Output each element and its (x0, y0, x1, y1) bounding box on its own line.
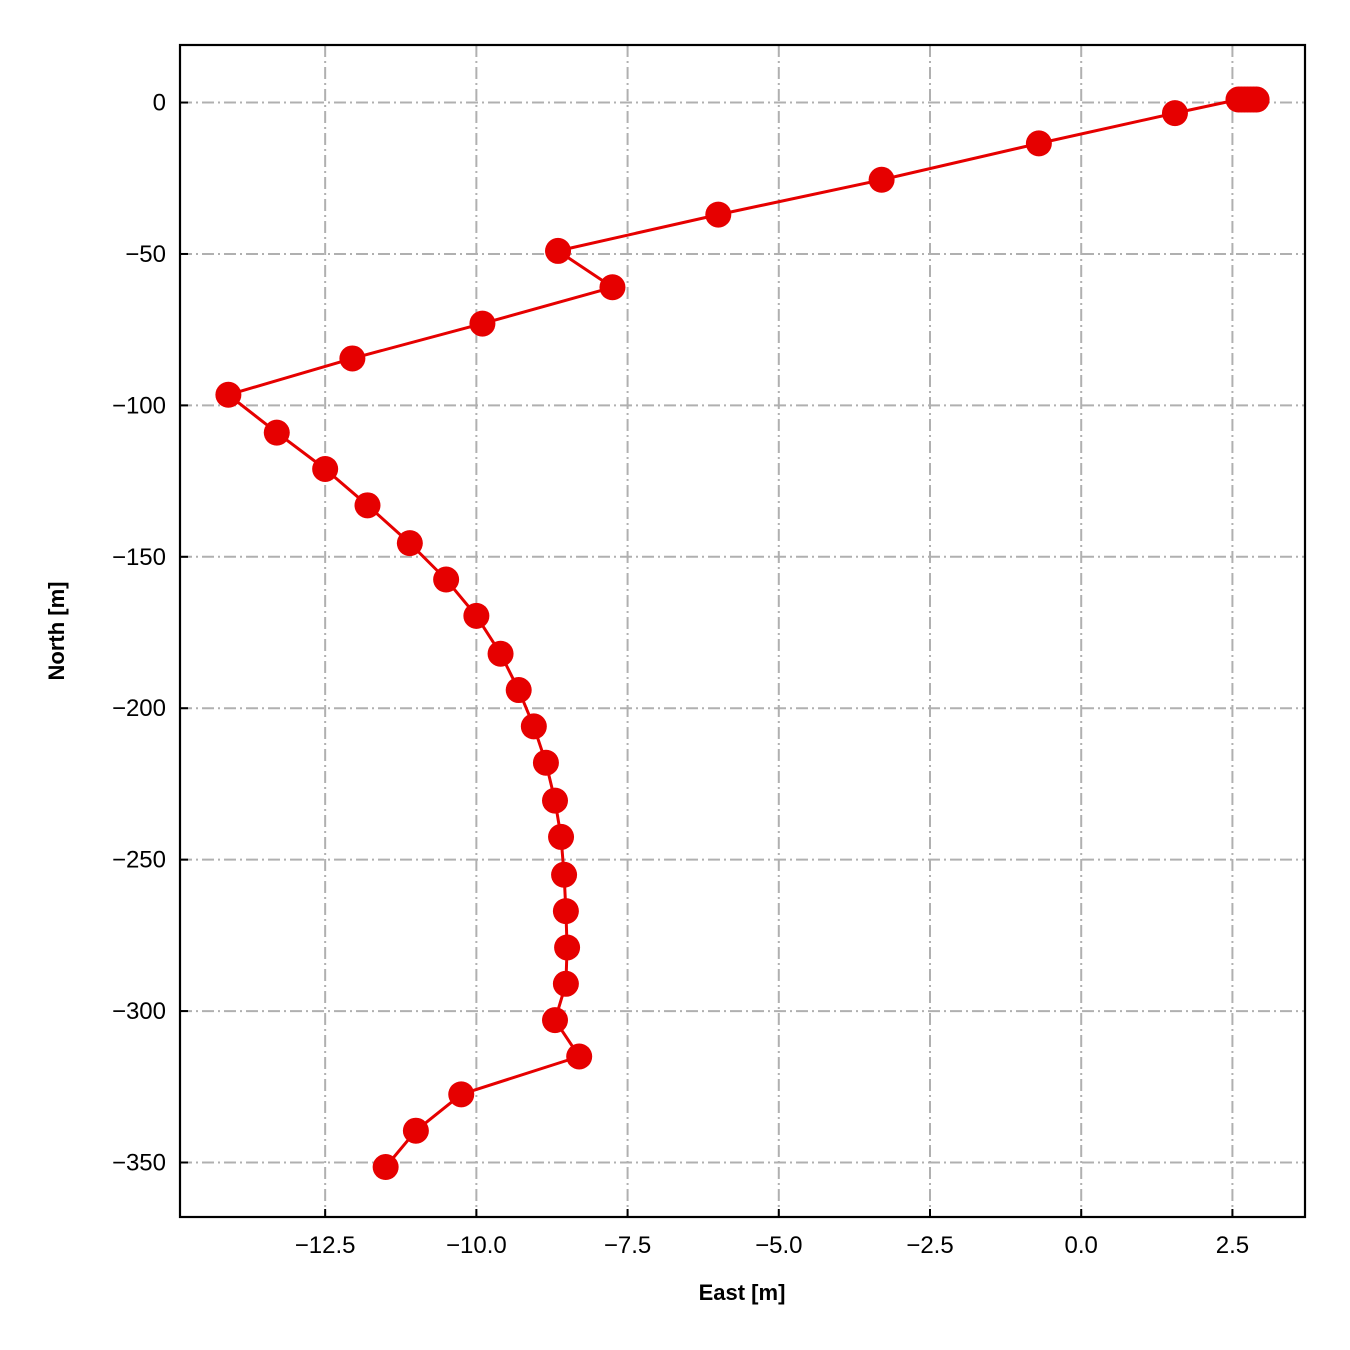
data-point (552, 970, 579, 997)
data-point (463, 602, 490, 629)
data-point (868, 166, 895, 193)
x-tick-label: −10.0 (446, 1232, 507, 1259)
data-point (215, 381, 242, 408)
data-point (542, 1007, 568, 1034)
x-tick-label: 2.5 (1216, 1232, 1249, 1259)
x-tick-label: 0.0 (1065, 1232, 1098, 1259)
data-point (1161, 100, 1188, 127)
y-tick-label: 0 (153, 90, 166, 117)
data-point (542, 787, 568, 814)
data-point (354, 492, 381, 519)
data-point (599, 274, 626, 301)
data-point (554, 934, 581, 961)
data-point (372, 1154, 399, 1181)
data-point (339, 345, 366, 372)
plot-frame (178, 43, 1307, 1219)
x-tick-label: −12.5 (295, 1232, 356, 1259)
data-point (545, 237, 572, 264)
data-point (312, 455, 339, 482)
y-tick-label: −50 (125, 241, 166, 268)
x-axis-title: East [m] (699, 1280, 786, 1305)
data-point (263, 419, 290, 446)
data-point (520, 713, 547, 740)
data-point (469, 310, 496, 337)
y-tick-label: −150 (112, 544, 166, 571)
data-point (487, 640, 514, 667)
data-point (551, 861, 578, 888)
data-point (396, 530, 423, 557)
data-point (1025, 130, 1052, 157)
data-point (1225, 86, 1252, 113)
grid-lines (180, 45, 1305, 1217)
data-point (532, 749, 559, 776)
series-line (226, 98, 1257, 1168)
y-tick-label: −100 (112, 392, 166, 419)
axis-ticks (180, 101, 1234, 1217)
y-axis-title: North [m] (44, 582, 69, 681)
data-point (548, 823, 575, 850)
data-point (552, 898, 579, 925)
data-point (433, 566, 460, 593)
data-point (566, 1043, 593, 1070)
y-tick-label: −200 (112, 695, 166, 722)
data-point (448, 1081, 475, 1108)
x-tick-labels: −12.5 −10.0 −7.5 −5.0 −2.5 0.0 2.5 (295, 1232, 1249, 1259)
y-tick-label: −250 (112, 847, 166, 874)
y-tick-labels: 0 −50 −100 −150 −200 −250 −300 −350 (112, 90, 166, 1177)
y-tick-label: −350 (112, 1149, 166, 1176)
series-layer (215, 86, 1270, 1181)
x-tick-label: −5.0 (755, 1232, 802, 1259)
data-point (705, 201, 732, 228)
data-point (402, 1117, 429, 1144)
data-point (505, 677, 532, 704)
y-tick-label: −300 (112, 998, 166, 1025)
x-tick-label: −7.5 (604, 1232, 651, 1259)
x-tick-label: −2.5 (906, 1232, 953, 1259)
